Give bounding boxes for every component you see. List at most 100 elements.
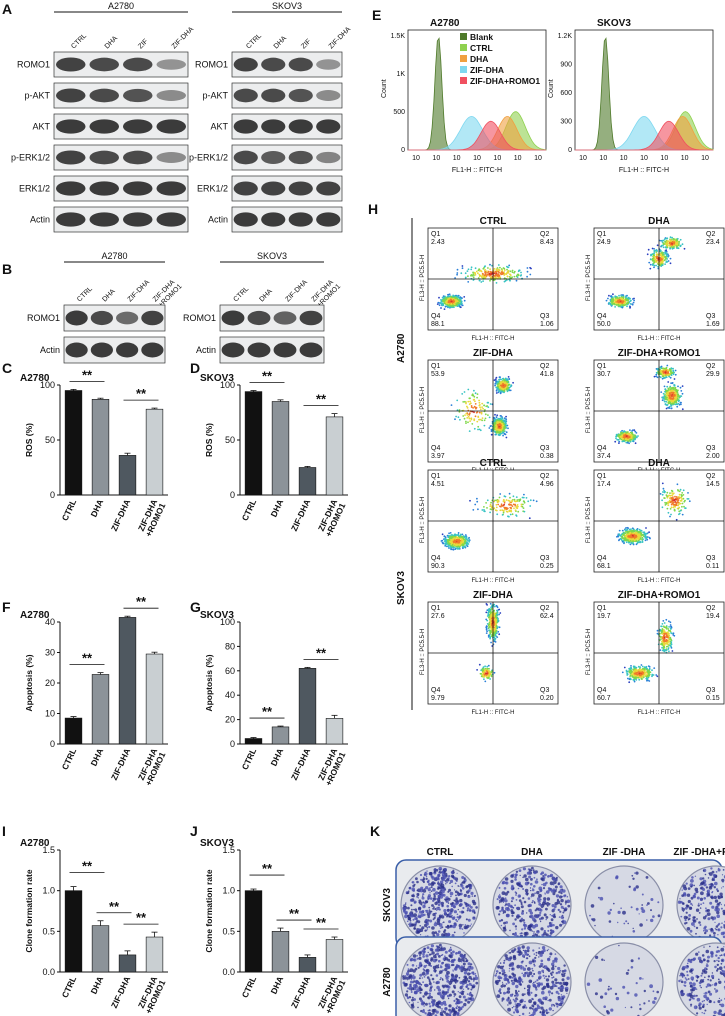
event-dot — [681, 505, 683, 508]
event-dot — [443, 535, 446, 538]
event-dot — [471, 394, 474, 397]
event-dot — [499, 612, 502, 614]
event-dot — [476, 500, 479, 503]
event-dot — [498, 633, 501, 636]
panel-label-e: E — [372, 7, 381, 23]
event-dot — [684, 507, 687, 509]
quadrant-q4-label: Q4 — [597, 445, 606, 452]
event-dot — [506, 380, 508, 383]
event-dot — [681, 243, 684, 246]
event-dot — [666, 364, 669, 367]
event-dot — [438, 304, 441, 307]
event-dot — [671, 245, 673, 248]
event-dot — [621, 671, 624, 674]
event-dot — [456, 273, 458, 276]
event-dot — [466, 414, 469, 416]
event-dot — [625, 527, 627, 529]
event-dot — [638, 528, 641, 531]
panel-label-k: K — [370, 823, 380, 839]
event-dot — [620, 433, 623, 435]
event-dot — [488, 275, 491, 277]
event-dot — [666, 496, 669, 499]
event-dot — [463, 299, 466, 302]
event-dot — [507, 499, 510, 502]
quadrant-q3-label: Q3 — [540, 555, 549, 562]
event-dot — [463, 417, 466, 420]
event-dot — [513, 275, 516, 278]
event-dot — [508, 378, 511, 380]
event-dot — [669, 262, 672, 265]
lane-label-dha: DHA — [101, 288, 117, 304]
event-dot — [670, 489, 673, 492]
event-dot — [608, 302, 611, 305]
event-dot — [498, 271, 500, 274]
event-dot — [625, 431, 628, 434]
band-actin-lane-4 — [141, 342, 164, 358]
event-dot — [669, 376, 672, 379]
band-romo1-lane-4 — [156, 59, 186, 70]
event-dot — [468, 430, 471, 432]
event-dot — [628, 528, 631, 531]
band-erk1-2-lane-1 — [233, 181, 258, 196]
event-dot — [493, 500, 496, 503]
quadrant-q1-label: Q1 — [597, 363, 606, 370]
lane-label-zif: ZIF — [137, 38, 149, 50]
event-dot — [495, 274, 498, 276]
cell-line-label: SKOV3 — [257, 251, 287, 261]
event-dot — [444, 545, 447, 547]
event-dot — [627, 296, 630, 299]
event-dot — [474, 392, 477, 395]
event-dot — [481, 406, 483, 408]
event-dot — [523, 510, 526, 513]
event-dot — [505, 436, 508, 439]
event-dot — [493, 268, 496, 270]
event-dot — [489, 279, 491, 282]
event-dot — [456, 399, 459, 402]
event-dot — [482, 280, 484, 282]
event-dot — [456, 534, 459, 536]
event-dot — [501, 505, 504, 507]
cell-line-label: A2780 — [108, 1, 134, 11]
band-actin-lane-4 — [156, 212, 186, 227]
band-p-akt-lane-3 — [288, 88, 313, 103]
event-dot — [526, 267, 529, 269]
event-dot — [449, 301, 451, 304]
event-dot — [679, 488, 682, 491]
event-dot — [495, 433, 498, 436]
quadrant-q4-value: 68.1 — [597, 563, 611, 570]
event-dot — [498, 626, 501, 629]
event-dot — [617, 300, 620, 303]
event-dot — [441, 533, 444, 536]
event-dot — [488, 416, 491, 419]
event-dot — [643, 533, 646, 536]
event-dot — [501, 271, 504, 274]
event-dot — [672, 400, 675, 403]
event-dot — [473, 389, 475, 392]
event-dot — [671, 391, 674, 394]
scatter-ylabel: FL3-H :: PC5.5-H — [586, 497, 592, 543]
quadrant-q1-label: Q1 — [597, 231, 606, 238]
event-dot — [506, 507, 509, 510]
event-dot — [634, 435, 636, 437]
quadrant-q3-label: Q3 — [706, 555, 715, 562]
event-dot — [491, 264, 493, 267]
event-dot — [620, 305, 623, 308]
event-dot — [452, 299, 455, 302]
event-dot — [631, 431, 633, 434]
event-dot — [667, 260, 670, 262]
event-dot — [665, 243, 668, 245]
event-dot — [618, 442, 620, 444]
event-dot — [486, 670, 489, 673]
event-dot — [477, 272, 479, 275]
event-dot — [523, 500, 526, 503]
band-actin-lane-1 — [233, 212, 258, 227]
event-dot — [450, 404, 453, 406]
event-dot — [619, 304, 621, 307]
scatter-plot-a2780-zif-dha-romo1: ZIF-DHA+ROMO1Q130.7Q229.9Q32.00Q437.4FL1… — [586, 348, 725, 474]
event-dot — [483, 424, 486, 427]
event-dot — [459, 543, 461, 546]
event-dot — [461, 267, 464, 270]
event-dot — [448, 304, 451, 307]
event-dot — [667, 371, 670, 373]
